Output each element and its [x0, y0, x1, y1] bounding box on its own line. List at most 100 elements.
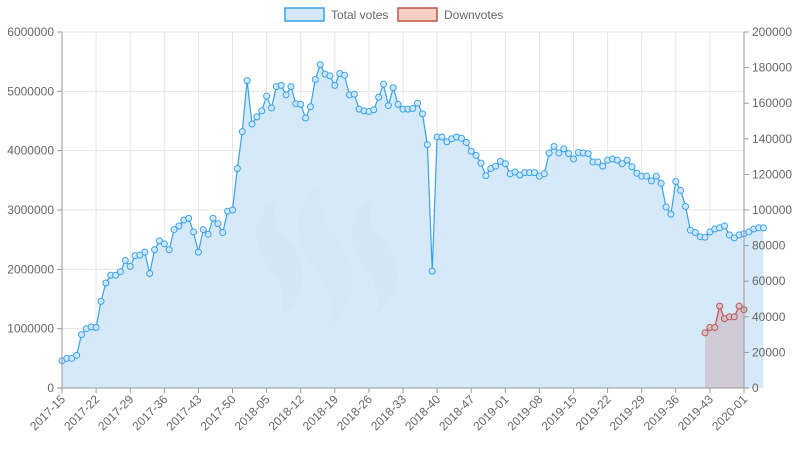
y-left-tick-label: 5000000	[7, 84, 54, 98]
data-point	[492, 162, 500, 170]
data-point	[730, 313, 738, 321]
data-point	[263, 92, 271, 100]
data-point	[759, 224, 767, 232]
data-point	[238, 128, 246, 136]
data-point	[565, 150, 573, 158]
data-point	[341, 71, 349, 79]
x-tick-label: 2017-15	[27, 392, 68, 433]
x-tick-label: 2019-08	[504, 392, 545, 433]
data-point	[394, 100, 402, 108]
data-point	[531, 169, 539, 177]
legend-swatch-total-votes	[284, 7, 325, 22]
data-point	[735, 302, 743, 310]
data-point	[136, 251, 144, 259]
data-point	[423, 141, 431, 149]
y-left-tick-label: 6000000	[7, 25, 54, 39]
data-point	[68, 354, 76, 362]
data-point	[326, 72, 334, 80]
x-tick-label: 2019-43	[675, 392, 716, 433]
data-point	[165, 246, 173, 254]
x-tick-label: 2018-47	[436, 392, 477, 433]
data-point	[204, 230, 212, 238]
x-tick-label: 2018-12	[266, 392, 307, 433]
data-point	[384, 102, 392, 110]
data-point	[511, 168, 519, 176]
data-point	[151, 246, 159, 254]
y-right-tick-label: 60000	[752, 274, 786, 288]
x-tick-label: 2019-29	[607, 392, 648, 433]
data-point	[102, 279, 110, 287]
data-point	[214, 220, 222, 228]
data-point	[467, 147, 475, 155]
y-right-tick-label: 120000	[752, 167, 792, 181]
x-tick-label: 2019-15	[539, 392, 580, 433]
data-point	[175, 222, 183, 230]
y-left-tick-label: 4000000	[7, 144, 54, 158]
data-point	[77, 331, 85, 339]
data-point	[258, 107, 266, 115]
x-tick-label: 2018-40	[402, 392, 443, 433]
data-point	[185, 214, 193, 222]
data-point	[170, 226, 178, 234]
data-point	[199, 226, 207, 234]
data-point	[701, 329, 709, 337]
data-point	[194, 248, 202, 256]
data-point	[555, 149, 563, 157]
data-point	[633, 169, 641, 177]
data-point	[428, 267, 436, 275]
data-point	[121, 256, 129, 264]
data-point	[550, 143, 558, 151]
data-point	[667, 210, 675, 218]
data-point	[643, 172, 651, 180]
y-right-tick-label: 80000	[752, 239, 786, 253]
data-point	[248, 120, 256, 128]
data-point	[599, 162, 607, 170]
data-point	[350, 90, 358, 98]
y-right-tick-label: 200000	[752, 25, 792, 39]
data-point	[745, 228, 753, 236]
data-point	[706, 228, 714, 236]
data-point	[380, 80, 388, 88]
x-tick-label: 2019-01	[470, 392, 511, 433]
x-tick-label: 2019-22	[573, 392, 614, 433]
data-point	[647, 177, 655, 185]
series-downvotes	[701, 302, 748, 388]
data-point	[409, 105, 417, 113]
data-point	[482, 172, 490, 180]
data-point	[721, 222, 729, 230]
y-left-tick-label: 0	[47, 381, 54, 395]
y-left-tick-label: 2000000	[7, 262, 54, 276]
data-point	[545, 149, 553, 157]
data-point	[716, 302, 724, 310]
data-point	[414, 99, 422, 107]
legend-label-total-votes: Total votes	[331, 8, 388, 22]
x-tick-label: 2018-05	[232, 392, 273, 433]
data-point	[438, 133, 446, 141]
data-point	[209, 214, 217, 222]
data-point	[160, 240, 168, 248]
data-point	[677, 186, 685, 194]
data-point	[389, 84, 397, 92]
data-point	[267, 104, 275, 112]
x-tick-label: 2017-36	[129, 392, 170, 433]
data-point	[155, 237, 163, 245]
data-point	[190, 228, 198, 236]
data-point	[691, 229, 699, 237]
data-point	[501, 160, 509, 168]
data-point	[331, 81, 339, 89]
data-point	[725, 231, 733, 239]
data-point	[253, 113, 261, 121]
data-point	[287, 83, 295, 91]
x-tick-label: 2017-50	[198, 392, 239, 433]
data-point	[297, 100, 305, 108]
data-point	[116, 268, 124, 276]
data-point	[229, 206, 236, 214]
x-tick-label: 2017-43	[163, 392, 204, 433]
y-right-tick-label: 0	[752, 381, 759, 395]
data-point	[652, 172, 660, 180]
data-point	[472, 151, 480, 159]
y-right-tick-label: 20000	[752, 345, 786, 359]
data-point	[146, 269, 154, 277]
data-point	[560, 145, 568, 153]
